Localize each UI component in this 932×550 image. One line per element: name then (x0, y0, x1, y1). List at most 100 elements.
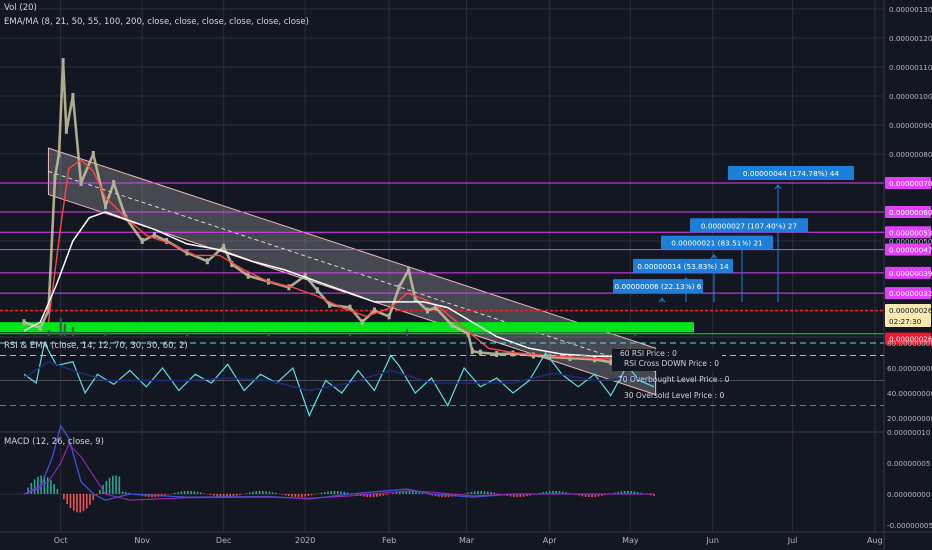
rsi-tick-label: 60.00000000 (887, 364, 932, 373)
macd-histogram-bar (261, 490, 264, 494)
macd-histogram-bar (343, 491, 346, 494)
macd-histogram-bar (623, 490, 626, 494)
price-badge (885, 287, 931, 300)
macd-histogram-bar (190, 490, 192, 494)
price-badge-label: 0.00000053 (889, 228, 932, 237)
macd-pane[interactable] (0, 424, 655, 513)
macd-histogram-bar (294, 494, 297, 498)
macd-histogram-bar (594, 494, 597, 497)
time-axis[interactable]: Oct Nov Dec 2020 Feb Mar Apr May Jun Jul Aug (0, 531, 932, 545)
volume-bar (406, 328, 409, 336)
macd-histogram-bar (115, 475, 117, 494)
macd-histogram-bar (193, 491, 196, 494)
macd-histogram-bar (480, 490, 483, 494)
macd-histogram-bar (239, 494, 241, 495)
price-candle (466, 330, 470, 337)
macd-legend[interactable]: MACD (12, 26, close, 9) (4, 437, 104, 447)
macd-histogram-bar (245, 493, 248, 494)
macd-histogram-bar (213, 494, 215, 496)
price-candle (568, 355, 572, 362)
price-candle (38, 324, 42, 331)
macd-histogram-bar (30, 483, 33, 494)
vol-legend[interactable]: Vol (20) (4, 3, 37, 13)
price-candle (434, 304, 438, 311)
price-candle (64, 127, 68, 134)
target-arrowhead (710, 253, 718, 259)
price-tick-label: 0.00000110 (889, 63, 932, 72)
macd-histogram-bar (467, 492, 469, 494)
macd-histogram-bar (441, 494, 443, 498)
macd-histogram-bar (307, 494, 310, 497)
time-tick-label: Nov (134, 536, 150, 545)
macd-histogram-bar (297, 494, 300, 498)
macd-histogram-bar (372, 494, 375, 498)
macd-histogram-bar (76, 494, 78, 513)
macd-histogram-bar (552, 490, 554, 494)
rsi-tick-label: 40.00000000 (887, 389, 932, 398)
macd-histogram-bar (37, 476, 39, 494)
macd-histogram-bar (336, 490, 339, 494)
macd-histogram-bar (565, 492, 567, 494)
price-candle (246, 272, 250, 279)
macd-histogram-bar (281, 494, 284, 495)
channel-midline (48, 170, 656, 372)
time-tick-label: Apr (543, 536, 558, 545)
price-tick-label: 0.00000090 (889, 121, 932, 130)
macd-histogram-bar (493, 492, 496, 494)
macd-histogram-bar (382, 494, 385, 496)
macd-histogram-bar (627, 490, 629, 494)
macd-histogram-bar (323, 492, 326, 494)
macd-histogram-bar (398, 491, 401, 494)
macd-histogram-bar (636, 492, 639, 494)
price-candle (46, 307, 50, 314)
price-pane[interactable]: 0.00000006 (22.13%) 6 0.00000014 (53.83%)… (0, 58, 884, 396)
price-candle (478, 349, 482, 356)
macd-histogram-bar (470, 491, 473, 494)
macd-histogram-bar (268, 491, 271, 494)
macd-histogram-bar (118, 476, 121, 494)
ema-legend[interactable]: EMA/MA (8, 21, 50, 55, 100, 200, close, … (4, 17, 309, 27)
price-axis[interactable]: 0.00000130 0.00000120 0.00000110 0.00000100… (885, 5, 932, 530)
macd-histogram-bar (340, 491, 342, 494)
price-badge-label: 0.00000060 (889, 208, 932, 217)
price-tick-label: 0.00000130 (889, 5, 932, 14)
price-badge (885, 332, 931, 345)
macd-histogram-bar (222, 494, 225, 498)
time-tick-label: Jul (787, 536, 798, 545)
price-candle (511, 350, 515, 357)
macd-histogram-bar (196, 491, 199, 494)
price-badge-label: 0.00000026 (889, 306, 932, 315)
price-badge (885, 226, 931, 239)
rsi-legend[interactable]: RSI & EMA (close, 14, 12, 70, 30, 50, 60… (4, 341, 188, 351)
price-candle (22, 319, 26, 326)
macd-histogram-bar (284, 494, 287, 496)
macd-histogram-bar (597, 494, 600, 497)
macd-histogram-bar (291, 494, 293, 497)
price-candle (287, 284, 291, 291)
macd-histogram-bar (183, 491, 186, 494)
time-tick-label: Dec (216, 536, 231, 545)
ma-line (23, 211, 655, 359)
price-badge-label: 0.00000032 (889, 289, 932, 298)
macd-histogram-bar (454, 494, 456, 496)
macd-histogram-bar (486, 491, 489, 494)
macd-histogram-bar (85, 494, 88, 509)
macd-histogram-bar (63, 494, 65, 500)
time-tick-label: 2020 (295, 536, 315, 545)
macd-histogram-bar (418, 492, 421, 494)
macd-histogram-bar (392, 493, 394, 494)
rsi-info-label: 60 RSI Price : 0 (620, 349, 677, 358)
volume-bar (104, 332, 107, 336)
rsi-info-label: 30 Oversold Level Price : 0 (624, 391, 724, 400)
grid (0, 0, 885, 550)
macd-histogram-bar (128, 492, 130, 494)
price-candle (91, 150, 95, 157)
volume-bar (47, 330, 50, 336)
time-tick-label: Jun (705, 536, 719, 545)
price-candle (328, 301, 332, 308)
macd-histogram-bar (519, 494, 522, 498)
price-candle (548, 353, 552, 360)
